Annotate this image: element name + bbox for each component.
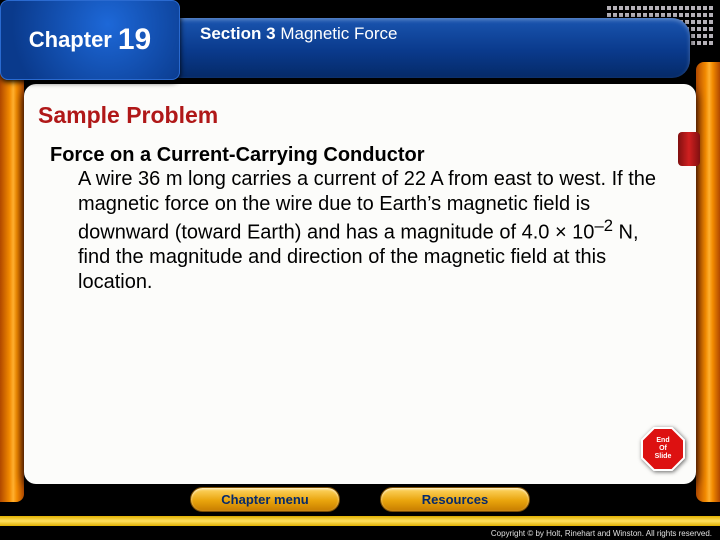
problem-title: Force on a Current-Carrying Conductor [50,143,670,167]
panel-heading: Sample Problem [38,102,696,129]
problem-body: A wire 36 m long carries a current of 22… [78,167,670,294]
end-of-slide-badge: End Of Slide [640,426,686,472]
content-body: Force on a Current-Carrying Conductor A … [24,143,696,294]
content-panel: Sample Problem Force on a Current-Carryi… [24,84,696,484]
footer-button-row: Chapter menu Resources [0,487,720,512]
copyright-text: Copyright © by Holt, Rinehart and Winsto… [491,529,712,538]
end-of-slide-text: End Of Slide [655,437,672,461]
footer-gold-bar [0,516,720,526]
section-prefix: Section 3 [200,24,276,43]
chapter-menu-button[interactable]: Chapter menu [190,487,340,512]
chapter-badge: Chapter 19 [0,0,180,80]
chapter-label: Chapter [29,27,112,53]
section-name: Magnetic Force [280,24,397,43]
side-accent-right [696,62,720,502]
panel-accent-strip [678,132,700,166]
resources-button[interactable]: Resources [380,487,530,512]
side-accent-left [0,62,24,502]
section-title: Section 3 Magnetic Force [200,24,398,44]
chapter-number: 19 [118,23,151,57]
